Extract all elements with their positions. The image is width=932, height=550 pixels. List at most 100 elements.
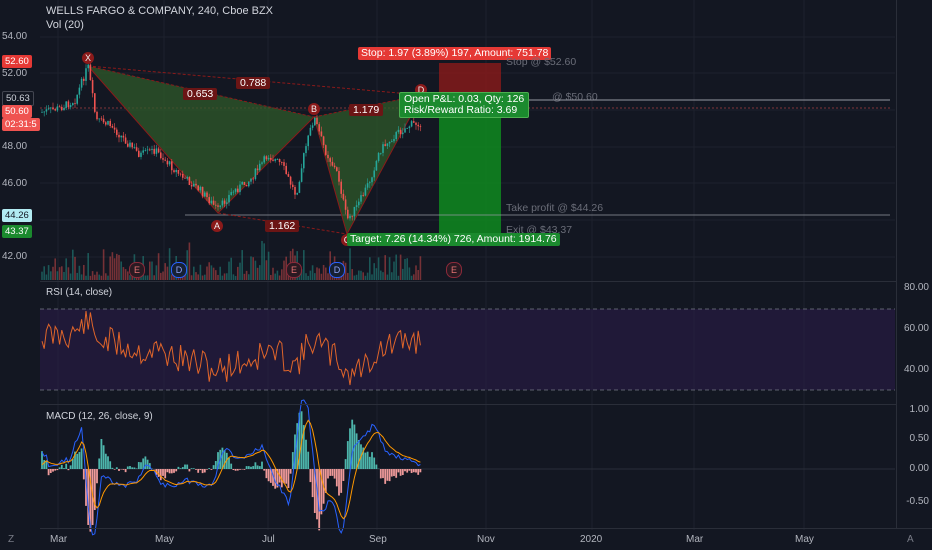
candle-body xyxy=(316,117,318,125)
rsi-legend[interactable]: RSI (14, close) xyxy=(46,287,113,298)
volume-bar xyxy=(391,272,393,280)
ratio-bd[interactable]: 1.179 xyxy=(349,104,384,116)
volume-bar xyxy=(408,267,411,280)
volume-bar xyxy=(111,252,114,280)
macd-histogram-bar xyxy=(375,464,378,469)
rsi-line[interactable] xyxy=(41,310,421,386)
candle-body xyxy=(142,150,144,153)
earnings-event-icon[interactable]: E xyxy=(446,262,462,278)
pnl-label[interactable]: Open P&L: 0.03, Qty: 126 Risk/Reward Rat… xyxy=(399,92,530,118)
rsi-macd-divider[interactable] xyxy=(40,404,932,405)
macd-histogram-bar xyxy=(393,469,395,477)
candle-body xyxy=(399,129,402,135)
volume-legend[interactable]: Vol (20) xyxy=(46,19,84,31)
ratio-ac[interactable]: 1.162 xyxy=(265,220,300,232)
macd-histogram-bar xyxy=(285,469,288,484)
price-rsi-divider[interactable] xyxy=(40,281,932,282)
macd-histogram-bar xyxy=(311,469,314,498)
ratio-xb-left[interactable]: 0.653 xyxy=(183,88,218,100)
macd-histogram-bar xyxy=(254,462,257,469)
candle-body xyxy=(83,78,85,81)
volume-bar xyxy=(413,274,415,280)
volume-bar xyxy=(237,266,239,280)
zoom-toggle-button[interactable]: Z xyxy=(8,534,15,545)
pattern-point-b[interactable]: B xyxy=(308,103,320,115)
earnings-event-icon[interactable]: E xyxy=(286,262,302,278)
candle-body xyxy=(168,161,171,165)
candle-body xyxy=(287,174,290,177)
macd-histogram-bar xyxy=(399,469,402,476)
volume-bar xyxy=(360,270,362,280)
candle-body xyxy=(144,150,147,151)
candle-body xyxy=(292,184,294,187)
macd-histogram-bar xyxy=(316,469,318,520)
macd-line[interactable] xyxy=(41,399,421,536)
macd-histogram-bar xyxy=(43,460,46,469)
signal-line[interactable] xyxy=(41,419,421,520)
macd-histogram-bar xyxy=(342,469,345,481)
right-price-axis[interactable]: 80.00 60.00 40.00 1.00 0.50 0.00 -0.50 xyxy=(896,0,932,528)
candle-body xyxy=(175,170,177,173)
macd-histogram-bar xyxy=(318,469,321,531)
candle-body xyxy=(124,137,127,144)
volume-bar xyxy=(47,265,50,280)
volume-bar xyxy=(78,265,81,280)
volume-bar xyxy=(186,250,188,280)
candle-body xyxy=(413,121,415,123)
pattern-xab-fill[interactable] xyxy=(88,66,314,213)
candle-body xyxy=(210,200,213,204)
candle-body xyxy=(278,159,281,163)
pattern-point-a[interactable]: A xyxy=(211,220,223,232)
earnings-event-icon[interactable]: E xyxy=(129,262,145,278)
pattern-point-x[interactable]: X xyxy=(82,52,94,64)
dividend-event-icon[interactable]: D xyxy=(171,262,187,278)
candle-body xyxy=(212,200,215,205)
macd-histogram-bar xyxy=(140,462,142,469)
macd-legend[interactable]: MACD (12, 26, close, 9) xyxy=(46,411,153,422)
candle-body xyxy=(305,146,307,154)
last-price-badge: 50.60 xyxy=(2,105,32,118)
time-tick: 2020 xyxy=(580,534,603,545)
macd-histogram-bar xyxy=(111,467,114,469)
pattern-bcd-fill[interactable] xyxy=(314,95,422,234)
price-candles[interactable] xyxy=(41,60,422,221)
volume-bar xyxy=(149,261,151,280)
candle-body xyxy=(417,124,419,127)
volume-bar xyxy=(113,258,116,280)
macd-histogram-bar xyxy=(137,462,140,469)
volume-bar xyxy=(223,273,226,280)
candle-body xyxy=(221,200,224,206)
volume-bar xyxy=(241,250,243,280)
volume-bar xyxy=(52,266,54,280)
candle-body xyxy=(98,118,100,120)
candle-body xyxy=(259,163,261,171)
target-label[interactable]: Target: 7.26 (14.34%) 726, Amount: 1914.… xyxy=(347,233,560,246)
stop-label[interactable]: Stop: 1.97 (3.89%) 197, Amount: 751.78 xyxy=(358,47,552,60)
candle-body xyxy=(250,178,252,182)
entry-ghost-label: @ $50.60 xyxy=(552,91,598,103)
ratio-xb[interactable]: 0.788 xyxy=(236,77,271,89)
dividend-event-icon[interactable]: D xyxy=(329,262,345,278)
volume-bar xyxy=(56,271,59,280)
volume-bar xyxy=(184,273,186,280)
volume-bar xyxy=(283,260,285,280)
macd-histogram-bar xyxy=(223,450,226,469)
macd-histogram-bar xyxy=(56,469,59,471)
volume-bar xyxy=(311,265,314,280)
candle-body xyxy=(314,117,316,126)
macd-histogram-bar xyxy=(302,425,305,469)
candle-body xyxy=(171,161,173,171)
candle-body xyxy=(256,168,259,171)
macd-histogram-bar xyxy=(406,469,409,473)
macd-histogram-bar xyxy=(217,452,219,469)
candle-body xyxy=(204,192,206,197)
macd-histogram-bar xyxy=(419,469,422,473)
volume-bar xyxy=(263,243,265,280)
auto-scale-button[interactable]: A xyxy=(907,534,914,545)
symbol-title[interactable]: WELLS FARGO & COMPANY, 240, Cboe BZX xyxy=(46,5,274,17)
target-zone[interactable] xyxy=(439,100,501,237)
macd-histogram-bar xyxy=(309,469,312,483)
candle-body xyxy=(65,101,67,108)
